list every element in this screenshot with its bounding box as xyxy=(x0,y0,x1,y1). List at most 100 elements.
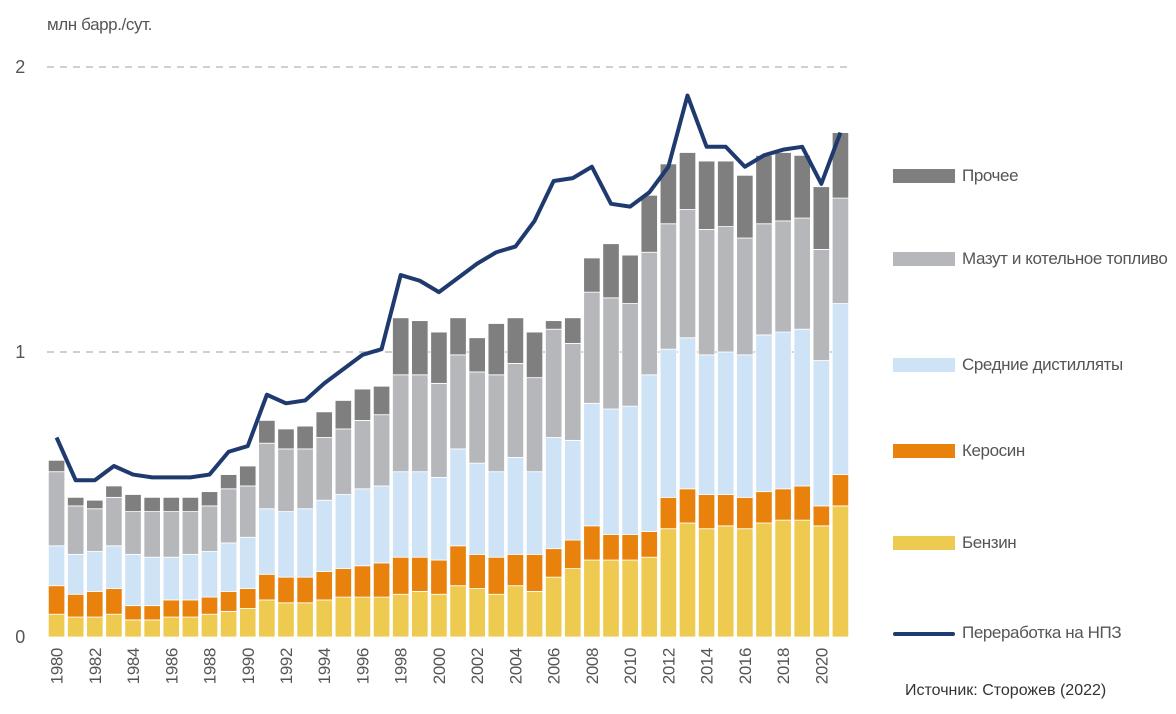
bar-segment xyxy=(315,411,333,438)
bar-segment xyxy=(564,539,582,569)
bar-segment xyxy=(47,613,66,638)
y-tick-label: 1 xyxy=(15,342,25,362)
bar-segment xyxy=(583,559,601,638)
legend-swatch xyxy=(893,536,955,550)
bar-segment xyxy=(181,496,200,513)
bar-segment xyxy=(755,154,773,225)
bar-segment xyxy=(353,596,372,638)
bar-segment xyxy=(430,476,448,561)
bar-segment xyxy=(468,462,486,555)
x-tick-label: 2004 xyxy=(506,648,525,684)
bar-segment xyxy=(372,414,391,487)
bar-segment xyxy=(162,616,180,638)
x-tick-label: 1996 xyxy=(353,648,372,684)
legend-item: Прочее xyxy=(893,165,1172,187)
bar-segment xyxy=(697,494,716,530)
bar-segment xyxy=(793,154,811,219)
bar-segment xyxy=(831,474,850,507)
x-tick-label: 2018 xyxy=(774,648,793,684)
bar-segment xyxy=(411,556,429,592)
bar-segment xyxy=(181,553,200,601)
bar-segment xyxy=(220,610,238,638)
bar-segment xyxy=(812,186,830,250)
legend-label: Прочее xyxy=(962,166,1019,185)
bar-segment xyxy=(67,496,85,507)
bar-segment xyxy=(124,605,142,621)
bar-segment xyxy=(86,508,104,552)
bar-segment xyxy=(545,328,563,438)
x-tick-label: 1982 xyxy=(86,648,105,684)
bar-segment xyxy=(736,354,754,498)
bar-segment xyxy=(105,545,123,589)
bar-segment xyxy=(200,491,219,507)
bar-segment xyxy=(525,331,544,379)
bar-segment xyxy=(602,408,620,535)
legend-label: Бензин xyxy=(962,533,1017,552)
bar-segment xyxy=(812,505,830,527)
bar-segment xyxy=(47,459,66,473)
bar-segment xyxy=(487,556,505,595)
x-tick-label: 2012 xyxy=(659,648,678,684)
bar-segment xyxy=(220,542,238,592)
bar-segment xyxy=(181,616,200,638)
bar-segment xyxy=(736,528,754,638)
bar-segment xyxy=(774,152,792,222)
bar-segment xyxy=(812,360,830,507)
bar-segment xyxy=(296,602,314,638)
bar-segment xyxy=(143,511,161,558)
bar-segment xyxy=(621,405,639,535)
bar-segment xyxy=(736,237,754,356)
bar-segment xyxy=(755,334,773,493)
bar-segment xyxy=(717,351,735,495)
bar-segment xyxy=(258,599,276,638)
bar-segment xyxy=(602,243,620,299)
bar-segment xyxy=(277,511,295,578)
bar-segment xyxy=(545,320,563,330)
bar-segment xyxy=(755,491,773,524)
bar-segment xyxy=(353,419,372,490)
bar-segment xyxy=(640,374,658,532)
x-tick-label: 2000 xyxy=(430,648,449,684)
bar-segment xyxy=(143,605,161,621)
legend-swatch xyxy=(893,252,955,266)
bar-segment xyxy=(640,251,658,376)
bar-segment xyxy=(47,585,66,615)
legend-item: Переработка на НПЗ xyxy=(893,622,1172,644)
legend-swatch xyxy=(893,358,955,372)
x-tick-label: 1992 xyxy=(277,648,296,684)
bar-segment xyxy=(334,568,352,598)
bar-segment xyxy=(86,551,104,592)
bar-segment xyxy=(430,331,448,384)
bar-segment xyxy=(506,553,525,587)
bar-segment xyxy=(86,499,104,510)
bar-segment xyxy=(621,559,639,638)
bar-segment xyxy=(793,519,811,638)
bar-segment xyxy=(220,488,238,544)
bar-segment xyxy=(525,553,544,592)
bar-segment xyxy=(736,496,754,530)
bar-segment xyxy=(564,317,582,344)
bar-segment xyxy=(181,511,200,555)
bar-segment xyxy=(487,323,505,376)
bar-segment xyxy=(105,588,123,615)
bar-segment xyxy=(697,160,716,230)
bar-segment xyxy=(372,385,391,416)
bar-segment xyxy=(468,588,486,638)
bar-segment xyxy=(449,585,467,638)
bar-segment xyxy=(200,551,219,598)
bar-segment xyxy=(124,494,142,513)
bar-segment xyxy=(506,362,525,458)
bar-segment xyxy=(220,474,238,490)
bar-segment xyxy=(411,374,429,473)
bar-segment xyxy=(545,548,563,578)
bar-segment xyxy=(678,488,697,524)
legend-item: Средние дистилляты xyxy=(893,354,1172,376)
bar-segment xyxy=(392,556,410,595)
bar-segment xyxy=(143,619,161,638)
bar-segment xyxy=(277,448,295,512)
bar-segment xyxy=(258,573,276,601)
bar-segment xyxy=(678,337,697,490)
bar-segment xyxy=(277,602,295,638)
bar-segment xyxy=(105,496,123,547)
bar-segment xyxy=(449,354,467,450)
